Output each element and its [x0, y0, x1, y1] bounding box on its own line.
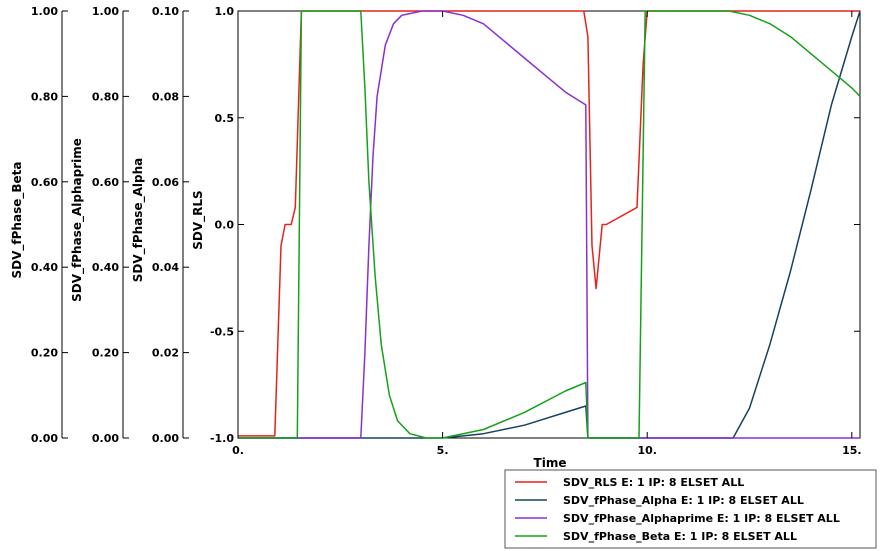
y-tick-label-alphaprime: 0.40: [92, 261, 119, 274]
x-tick-label: 10.: [637, 444, 657, 457]
y-tick-label-alpha: 0.00: [152, 432, 179, 445]
y-tick-label-rls: 1.0: [215, 5, 235, 18]
y-tick-label-rls: 0.5: [215, 112, 235, 125]
y-tick-label-alpha: 0.10: [152, 5, 179, 18]
y-tick-label-rls: 0.0: [215, 219, 235, 232]
legend-label-3: SDV_fPhase_Beta E: 1 IP: 8 ELSET ALL: [563, 530, 797, 543]
x-axis-title: Time: [534, 456, 567, 470]
series-line-2: [238, 10, 860, 439]
y-axis-alpha: 0.00 0.02 0.04 0.06 0.08 0.10 SDV_fPhase_Alpha: [131, 5, 189, 445]
legend-label-1: SDV_fPhase_Alpha E: 1 IP: 8 ELSET ALL: [563, 494, 804, 507]
y-axis-title-alpha: SDV_fPhase_Alpha: [131, 158, 146, 282]
y-tick-label-alphaprime: 0.00: [92, 432, 119, 445]
y-tick-label-alpha: 0.06: [152, 176, 179, 189]
series-line-0: [238, 10, 860, 437]
y-tick-label-beta: 1.00: [31, 5, 58, 18]
series-line-3: [238, 10, 861, 439]
y-tick-label-alphaprime: 0.80: [92, 90, 119, 103]
x-axis: 0. 5. 10. 15.: [232, 11, 862, 457]
legend-label-2: SDV_fPhase_Alphaprime E: 1 IP: 8 ELSET A…: [563, 512, 840, 525]
y-tick-label-alpha: 0.02: [152, 347, 179, 360]
series-layer: [238, 10, 861, 439]
y-tick-label-alpha: 0.08: [152, 90, 179, 103]
legend-label-0: SDV_RLS E: 1 IP: 8 ELSET ALL: [563, 476, 744, 489]
y-axis-alphaprime: 0.00 0.20 0.40 0.60 0.80 1.00 SDV_fPhase_Alpha…: [70, 5, 129, 445]
y-tick-label-alphaprime: 0.20: [92, 347, 119, 360]
x-tick-label: 5.: [437, 444, 449, 457]
y-tick-label-rls: -1.0: [210, 432, 234, 445]
y-axis-beta: 0.00 0.20 0.40 0.60 0.80 1.00 SDV_fPhase_Beta: [10, 5, 68, 445]
y-tick-label-beta: 0.20: [31, 347, 58, 360]
y-axis-title-beta: SDV_fPhase_Beta: [10, 162, 25, 279]
y-tick-label-alphaprime: 0.60: [92, 176, 119, 189]
y-tick-label-alphaprime: 1.00: [92, 5, 119, 18]
y-tick-label-alpha: 0.04: [152, 261, 179, 274]
y-tick-label-beta: 0.80: [31, 90, 58, 103]
y-tick-label-beta: 0.60: [31, 176, 58, 189]
y-tick-label-beta: 0.00: [31, 432, 58, 445]
y-tick-label-rls: -0.5: [210, 325, 234, 338]
x-tick-label: 0.: [232, 444, 244, 457]
y-axis-title-rls: SDV_RLS: [191, 190, 206, 249]
x-tick-label: 15.: [842, 444, 862, 457]
y-axis-title-alphaprime: SDV_fPhase_Alphaprime: [70, 138, 85, 302]
y-tick-label-beta: 0.40: [31, 261, 58, 274]
legend: SDV_RLS E: 1 IP: 8 ELSET ALL SDV_fPhase_A…: [504, 469, 877, 549]
legend-box: [504, 469, 877, 549]
